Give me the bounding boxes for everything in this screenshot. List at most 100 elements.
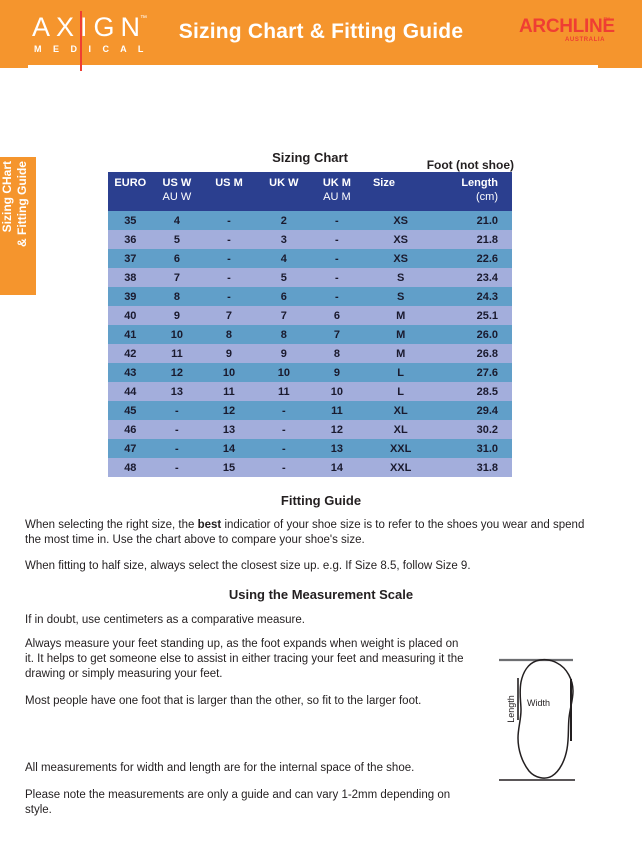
table-row: 46-13-12 XL 30.2 [108,420,512,439]
cell-us-m: - [201,211,257,230]
cell-uk-w: 2 [256,211,311,230]
cell-us-m: 10 [201,363,257,382]
measurement-paragraph-2: Always measure your feet standing up, as… [25,638,464,680]
cell-uk-m: 11 [310,401,363,420]
cell-euro: 44 [108,382,153,401]
cell-length: 31.8 [438,458,512,477]
column-header-us-w-label: US W [162,177,192,189]
cell-size: S [362,268,439,287]
cell-uk-w: 9 [256,344,311,363]
side-tab-line-1: Sizing CHart [0,161,14,233]
column-header-length-label: Length [461,177,498,189]
cell-size: XS [362,230,439,249]
cell-size: M [362,344,439,363]
cell-length: 24.3 [438,287,512,306]
fg-p1-part-b: indicatior of your shoe size is to refer… [25,519,585,546]
table-row: 37 6-4- XS 22.6 [108,249,512,268]
sizing-chart-title: Sizing Chart [272,150,348,165]
cell-size: M [362,306,439,325]
cell-uk-w: - [256,401,311,420]
cell-length: 21.8 [438,230,512,249]
cell-us-w: 13 [152,382,202,401]
cell-euro: 40 [108,306,153,325]
cell-uk-w: 7 [256,306,311,325]
page-title: Sizing Chart & Fitting Guide [178,20,464,43]
fitting-guide-paragraph-1: When selecting the right size, the best … [25,518,600,548]
cell-size: L [362,363,439,382]
cell-uk-m: 6 [310,306,363,325]
cell-uk-m: 10 [310,382,363,401]
table-row: 48-15-14 XXL 31.8 [108,458,512,477]
cell-us-w: - [152,401,202,420]
cell-size: XS [362,249,439,268]
table-row: 45-12-11 XL 29.4 [108,401,512,420]
cell-uk-m: - [310,287,363,306]
cell-uk-w: 10 [256,363,311,382]
cell-length: 26.0 [438,325,512,344]
axign-trademark-icon: ™ [140,15,147,22]
cell-us-w: 5 [152,230,202,249]
cell-us-w: - [152,458,202,477]
cell-us-w: 9 [152,306,202,325]
side-tab-label: Sizing CHart & Fitting Guide [0,157,36,295]
axign-wordmark: AXIGN [32,12,147,42]
cell-uk-m: 7 [310,325,363,344]
table-row: 42 11 9 9 8 M 26.8 [108,344,512,363]
cell-length: 22.6 [438,249,512,268]
cell-euro: 35 [108,211,153,230]
cell-uk-m: - [310,230,363,249]
cell-length: 21.0 [438,211,512,230]
archline-wordmark: ARCHLINE [519,16,615,37]
cell-us-m: 13 [201,420,257,439]
column-header-us-w-sub: AU W [162,191,192,203]
side-tab-sizing-chart[interactable]: Sizing CHart & Fitting Guide [0,157,36,295]
column-header-uk-m-label: UK M [322,177,351,189]
cell-length: 25.1 [438,306,512,325]
cell-us-w: 10 [152,325,202,344]
cell-uk-m: 8 [310,344,363,363]
cell-size: XS [362,211,439,230]
cell-uk-m: 9 [310,363,363,382]
cell-us-w: 12 [152,363,202,382]
cell-uk-w: 5 [256,268,311,287]
measurement-paragraph-5: Please note the measurements are only a … [25,789,451,816]
cell-uk-m: - [310,249,363,268]
cell-length: 23.4 [438,268,512,287]
foot-outline-icon [499,658,575,781]
archline-tagline: AUSTRALIA [565,37,606,43]
cell-euro: 42 [108,344,153,363]
cell-us-w: 7 [152,268,202,287]
archline-trademark-icon: ™ [603,17,610,24]
cell-us-m: - [201,287,257,306]
cell-uk-w: - [256,439,311,458]
cell-euro: 47 [108,439,153,458]
table-row: 44 13 11 11 10 L 28.5 [108,382,512,401]
cell-uk-m: 12 [310,420,363,439]
table-row: 35 4-2- XS 21.0 [108,211,512,230]
column-header-uk-w: UK W [256,172,311,211]
column-header-length: Length (cm) [438,172,512,211]
foot-measurement-diagram: Length Width [497,650,637,790]
cell-euro: 39 [108,287,153,306]
fitting-guide-paragraph-2: When fitting to half size, always select… [25,560,471,572]
cell-uk-w: 8 [256,325,311,344]
cell-us-w: 8 [152,287,202,306]
column-header-us-m-label: US M [215,177,243,189]
cell-length: 27.6 [438,363,512,382]
cell-us-m: 11 [201,382,257,401]
cell-length: 29.4 [438,401,512,420]
cell-us-w: 4 [152,211,202,230]
cell-us-w: 6 [152,249,202,268]
column-header-uk-w-label: UK W [269,177,299,189]
cell-us-w: - [152,439,202,458]
cell-us-m: 8 [201,325,257,344]
cell-uk-m: - [310,268,363,287]
cell-us-m: 9 [201,344,257,363]
cell-euro: 38 [108,268,153,287]
cell-uk-w: - [256,420,311,439]
cell-euro: 48 [108,458,153,477]
cell-euro: 37 [108,249,153,268]
cell-us-m: - [201,268,257,287]
header-underline-gap [28,65,598,68]
cell-size: XL [362,420,439,439]
